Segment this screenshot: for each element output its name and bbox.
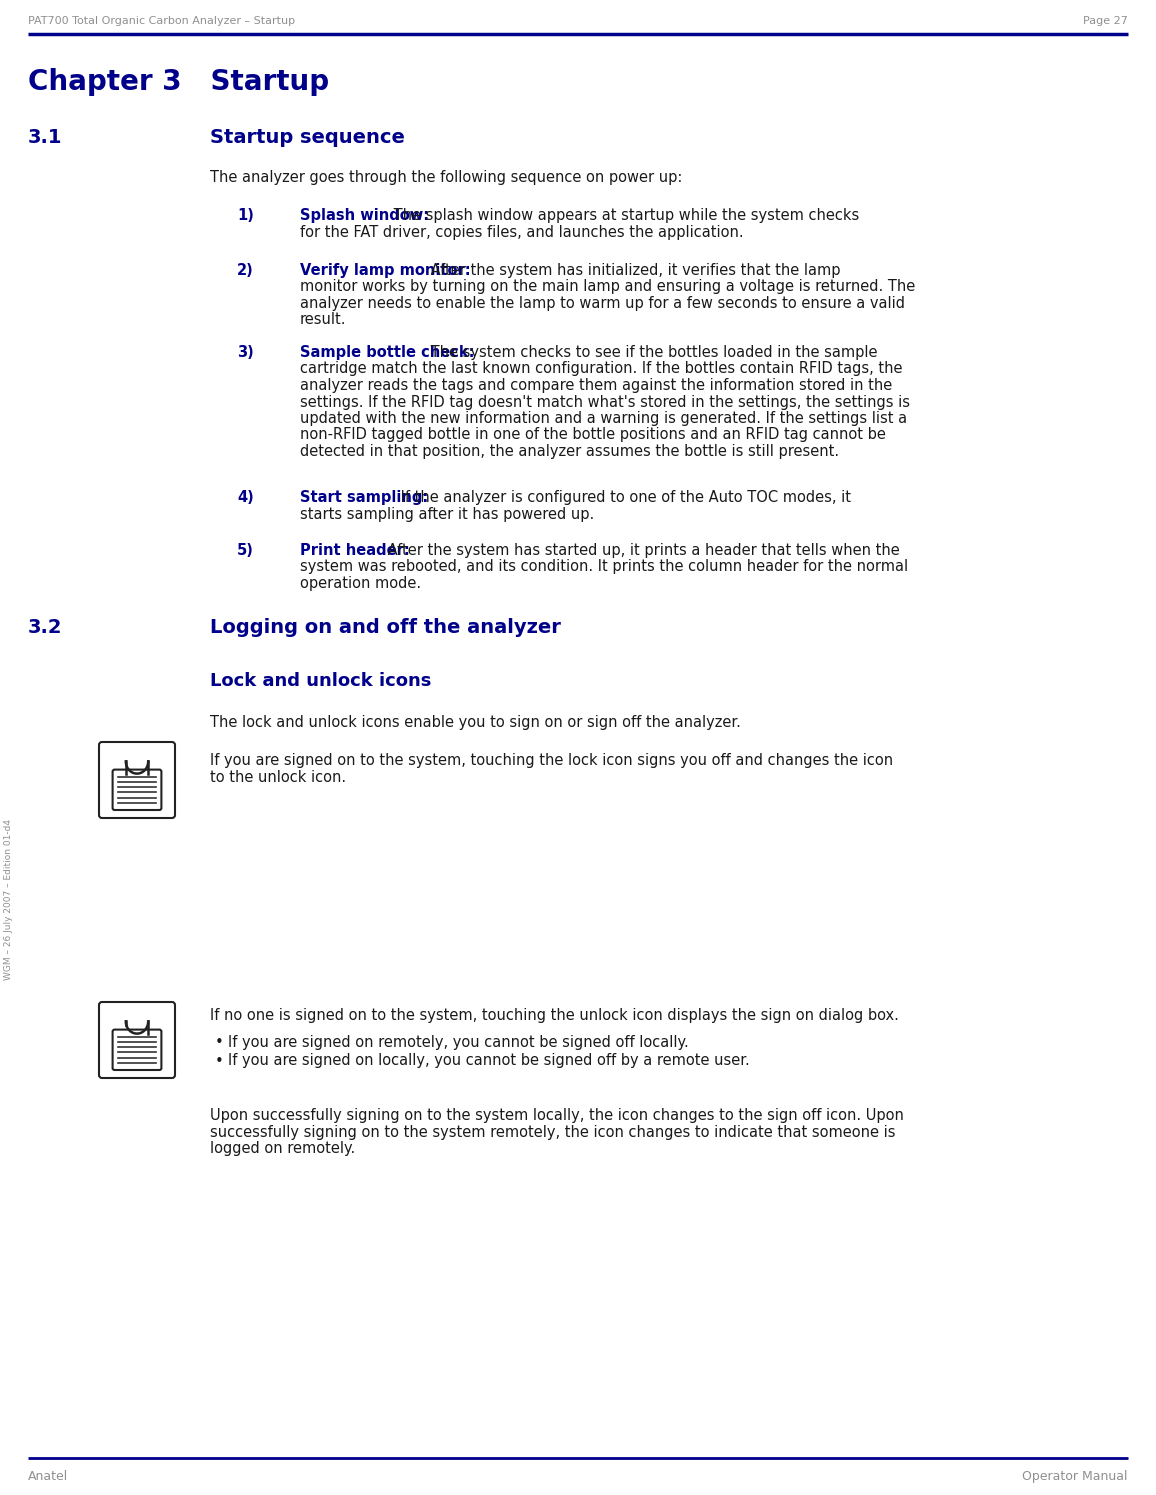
- Text: operation mode.: operation mode.: [301, 576, 421, 591]
- Text: PAT700 Total Organic Carbon Analyzer – Startup: PAT700 Total Organic Carbon Analyzer – S…: [28, 16, 295, 25]
- Text: If you are signed on remotely, you cannot be signed off locally.: If you are signed on remotely, you canno…: [228, 1035, 689, 1049]
- Text: If no one is signed on to the system, touching the unlock icon displays the sign: If no one is signed on to the system, to…: [210, 1008, 899, 1023]
- Text: 4): 4): [237, 490, 254, 505]
- Text: system was rebooted, and its condition. It prints the column header for the norm: system was rebooted, and its condition. …: [301, 559, 909, 574]
- Text: to the unlock icon.: to the unlock icon.: [210, 770, 346, 785]
- Text: 3.2: 3.2: [28, 617, 62, 637]
- FancyBboxPatch shape: [112, 770, 162, 810]
- Text: •: •: [215, 1035, 224, 1049]
- Text: Print header:: Print header:: [301, 543, 409, 558]
- Text: After the system has initialized, it verifies that the lamp: After the system has initialized, it ver…: [427, 263, 840, 278]
- Text: 3): 3): [237, 345, 254, 360]
- Text: logged on remotely.: logged on remotely.: [210, 1141, 355, 1156]
- Text: Lock and unlock icons: Lock and unlock icons: [210, 671, 431, 691]
- Text: analyzer reads the tags and compare them against the information stored in the: analyzer reads the tags and compare them…: [301, 378, 892, 393]
- Text: The system checks to see if the bottles loaded in the sample: The system checks to see if the bottles …: [427, 345, 877, 360]
- Text: Upon successfully signing on to the system locally, the icon changes to the sign: Upon successfully signing on to the syst…: [210, 1108, 904, 1123]
- Text: Sample bottle check:: Sample bottle check:: [301, 345, 474, 360]
- Text: •: •: [215, 1054, 224, 1069]
- FancyBboxPatch shape: [99, 1002, 175, 1078]
- Text: If you are signed on to the system, touching the lock icon signs you off and cha: If you are signed on to the system, touc…: [210, 753, 894, 768]
- Text: Splash window:: Splash window:: [301, 208, 429, 223]
- FancyBboxPatch shape: [99, 742, 175, 818]
- Text: Operator Manual: Operator Manual: [1023, 1470, 1128, 1483]
- Text: The analyzer goes through the following sequence on power up:: The analyzer goes through the following …: [210, 170, 682, 185]
- FancyBboxPatch shape: [112, 1030, 162, 1070]
- Text: 2): 2): [237, 263, 254, 278]
- Text: cartridge match the last known configuration. If the bottles contain RFID tags, : cartridge match the last known configura…: [301, 362, 903, 377]
- Text: After the system has started up, it prints a header that tells when the: After the system has started up, it prin…: [384, 543, 901, 558]
- Text: Start sampling:: Start sampling:: [301, 490, 428, 505]
- Text: 1): 1): [237, 208, 254, 223]
- Text: starts sampling after it has powered up.: starts sampling after it has powered up.: [301, 507, 594, 522]
- Text: Startup sequence: Startup sequence: [210, 129, 405, 147]
- Text: Verify lamp monitor:: Verify lamp monitor:: [301, 263, 470, 278]
- Text: If the analyzer is configured to one of the Auto TOC modes, it: If the analyzer is configured to one of …: [395, 490, 851, 505]
- Text: WGM – 26 July 2007 – Edition 01-d4: WGM – 26 July 2007 – Edition 01-d4: [5, 819, 14, 981]
- Text: Anatel: Anatel: [28, 1470, 68, 1483]
- Text: The splash window appears at startup while the system checks: The splash window appears at startup whi…: [390, 208, 860, 223]
- Text: Page 27: Page 27: [1083, 16, 1128, 25]
- Text: The lock and unlock icons enable you to sign on or sign off the analyzer.: The lock and unlock icons enable you to …: [210, 715, 741, 730]
- Text: result.: result.: [301, 312, 347, 327]
- Text: If you are signed on locally, you cannot be signed off by a remote user.: If you are signed on locally, you cannot…: [228, 1054, 750, 1069]
- Text: 3.1: 3.1: [28, 129, 62, 147]
- Text: updated with the new information and a warning is generated. If the settings lis: updated with the new information and a w…: [301, 411, 907, 426]
- Text: 5): 5): [237, 543, 254, 558]
- Text: settings. If the RFID tag doesn't match what's stored in the settings, the setti: settings. If the RFID tag doesn't match …: [301, 395, 910, 410]
- Text: detected in that position, the analyzer assumes the bottle is still present.: detected in that position, the analyzer …: [301, 444, 839, 459]
- Text: for the FAT driver, copies files, and launches the application.: for the FAT driver, copies files, and la…: [301, 224, 743, 239]
- Text: Logging on and off the analyzer: Logging on and off the analyzer: [210, 617, 561, 637]
- Text: Chapter 3   Startup: Chapter 3 Startup: [28, 67, 329, 96]
- Text: analyzer needs to enable the lamp to warm up for a few seconds to ensure a valid: analyzer needs to enable the lamp to war…: [301, 296, 905, 311]
- Text: successfully signing on to the system remotely, the icon changes to indicate tha: successfully signing on to the system re…: [210, 1124, 896, 1139]
- Text: monitor works by turning on the main lamp and ensuring a voltage is returned. Th: monitor works by turning on the main lam…: [301, 280, 916, 295]
- Text: non-RFID tagged bottle in one of the bottle positions and an RFID tag cannot be: non-RFID tagged bottle in one of the bot…: [301, 428, 885, 443]
